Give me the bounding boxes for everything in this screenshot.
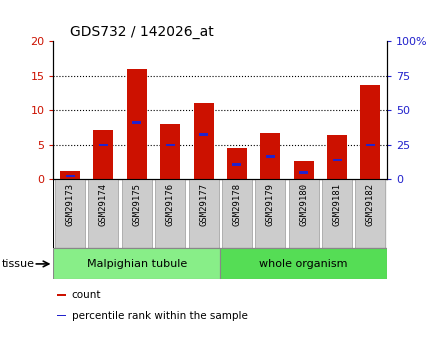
Bar	[160, 124, 180, 179]
Text: GSM29177: GSM29177	[199, 183, 208, 226]
Text: tissue: tissue	[2, 259, 35, 269]
Text: GSM29180: GSM29180	[299, 183, 308, 226]
Bar	[132, 121, 142, 124]
FancyBboxPatch shape	[222, 179, 252, 248]
FancyBboxPatch shape	[155, 179, 185, 248]
FancyBboxPatch shape	[289, 179, 319, 248]
Text: count: count	[72, 290, 101, 300]
FancyBboxPatch shape	[55, 179, 85, 248]
Bar	[332, 159, 342, 161]
Bar	[57, 294, 66, 296]
Bar	[227, 148, 247, 179]
Text: GSM29175: GSM29175	[132, 183, 142, 226]
FancyBboxPatch shape	[322, 179, 352, 248]
Text: GSM29179: GSM29179	[266, 183, 275, 226]
Bar	[99, 144, 108, 146]
Bar	[327, 135, 347, 179]
Bar	[260, 133, 280, 179]
FancyBboxPatch shape	[356, 179, 385, 248]
Bar	[65, 175, 75, 177]
FancyBboxPatch shape	[122, 179, 152, 248]
Bar	[60, 171, 80, 179]
FancyBboxPatch shape	[220, 248, 387, 279]
Bar	[266, 155, 275, 158]
Bar	[127, 69, 147, 179]
Text: percentile rank within the sample: percentile rank within the sample	[72, 311, 247, 321]
Bar	[166, 144, 175, 146]
Bar	[199, 133, 208, 136]
Bar	[366, 144, 375, 146]
Text: GSM29181: GSM29181	[332, 183, 342, 226]
Bar	[232, 163, 242, 166]
Bar	[93, 130, 113, 179]
Bar	[360, 85, 380, 179]
Bar	[294, 161, 314, 179]
FancyBboxPatch shape	[255, 179, 285, 248]
Text: GSM29178: GSM29178	[232, 183, 242, 226]
Text: GSM29173: GSM29173	[65, 183, 75, 226]
FancyBboxPatch shape	[189, 179, 218, 248]
Text: GSM29182: GSM29182	[366, 183, 375, 226]
Bar	[194, 103, 214, 179]
Bar	[57, 315, 66, 316]
Text: GSM29174: GSM29174	[99, 183, 108, 226]
Text: Malpighian tubule: Malpighian tubule	[87, 259, 187, 269]
Bar	[299, 171, 308, 174]
FancyBboxPatch shape	[89, 179, 118, 248]
Text: whole organism: whole organism	[259, 259, 348, 269]
FancyBboxPatch shape	[53, 248, 220, 279]
Text: GDS732 / 142026_at: GDS732 / 142026_at	[70, 25, 214, 39]
Text: GSM29176: GSM29176	[166, 183, 175, 226]
